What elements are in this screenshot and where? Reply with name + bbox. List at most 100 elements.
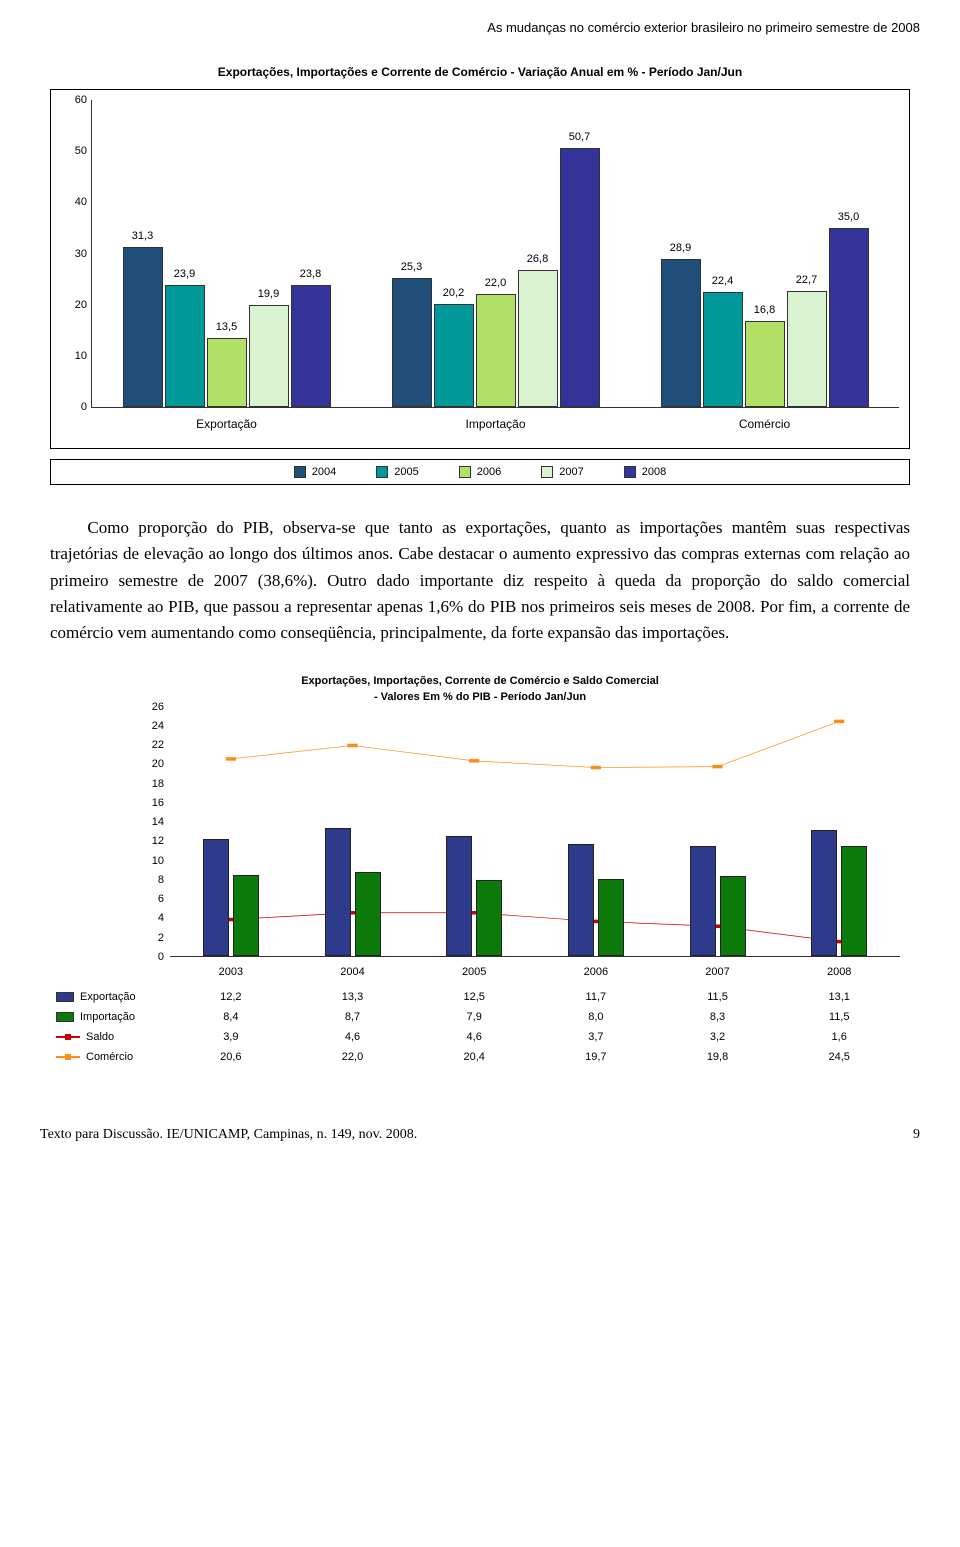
chart1-ytick: 0 xyxy=(62,401,87,413)
chart2-bar xyxy=(568,844,594,956)
chart1-bar-label: 16,8 xyxy=(754,304,775,316)
chart2-ytick: 18 xyxy=(142,778,164,790)
chart2-ytick: 22 xyxy=(142,739,164,751)
chart2-ytick: 14 xyxy=(142,816,164,828)
chart1-bar: 22,4 xyxy=(703,292,743,407)
legend-swatch xyxy=(294,466,306,478)
chart2-year-label: 2007 xyxy=(657,966,779,978)
chart2-table-row: Comércio 20,622,020,419,719,824,5 xyxy=(50,1047,900,1067)
chart2-cell: 20,6 xyxy=(170,1051,292,1063)
chart2-cell: 3,9 xyxy=(170,1031,292,1043)
chart2-bar xyxy=(203,839,229,956)
chart1-category-label: Importação xyxy=(361,417,630,431)
chart2-column: 2005 xyxy=(413,707,535,956)
chart1-bar-label: 23,9 xyxy=(174,268,195,280)
chart2-ytick: 20 xyxy=(142,758,164,770)
chart1-bar-label: 28,9 xyxy=(670,242,691,254)
chart2-bar xyxy=(325,828,351,955)
chart1-bar: 26,8 xyxy=(518,270,558,407)
chart2-ytick: 12 xyxy=(142,835,164,847)
chart1-category-label: Comércio xyxy=(630,417,899,431)
legend-label: 2004 xyxy=(312,466,336,478)
footer-citation: Texto para Discussão. IE/UNICAMP, Campin… xyxy=(40,1127,417,1143)
chart2-cell: 3,2 xyxy=(657,1031,779,1043)
chart2-cell: 20,4 xyxy=(413,1051,535,1063)
chart2-row-name: Exportação xyxy=(80,991,136,1003)
chart2-cell: 11,7 xyxy=(535,991,657,1003)
footer-page-number: 9 xyxy=(913,1127,920,1143)
legend-item: 2007 xyxy=(541,466,583,478)
chart1-bar: 13,5 xyxy=(207,338,247,407)
chart2-column: 2006 xyxy=(535,707,657,956)
chart2-row-label: Comércio xyxy=(50,1051,170,1063)
chart1-bar: 23,9 xyxy=(165,285,205,407)
chart2-ytick: 2 xyxy=(142,932,164,944)
chart2-bar xyxy=(355,872,381,955)
chart1-bar: 25,3 xyxy=(392,278,432,407)
chart2-cell: 24,5 xyxy=(778,1051,900,1063)
chart2-cell: 1,6 xyxy=(778,1031,900,1043)
chart1-bar-label: 20,2 xyxy=(443,287,464,299)
chart2-cell: 8,7 xyxy=(292,1011,414,1023)
chart2-cell: 22,0 xyxy=(292,1051,414,1063)
chart2-ytick: 8 xyxy=(142,874,164,886)
body-paragraph: Como proporção do PIB, observa-se que ta… xyxy=(50,515,910,647)
legend-swatch xyxy=(624,466,636,478)
chart1-bar-label: 19,9 xyxy=(258,288,279,300)
chart2-row-label: Saldo xyxy=(50,1031,170,1043)
chart2-bar xyxy=(720,876,746,955)
chart2-cell: 4,6 xyxy=(413,1031,535,1043)
chart2-row-name: Importação xyxy=(80,1011,135,1023)
chart2-cell: 19,7 xyxy=(535,1051,657,1063)
chart1-bar: 19,9 xyxy=(249,305,289,407)
chart2-columns: 200320042005200620072008 xyxy=(170,707,900,957)
chart1-legend: 2004 2005 2006 2007 2008 xyxy=(50,459,910,485)
legend-swatch xyxy=(459,466,471,478)
chart1-group: 25,320,222,026,850,7Importação xyxy=(361,100,630,407)
legend-label: 2007 xyxy=(559,466,583,478)
chart2-row-name: Comércio xyxy=(86,1051,133,1063)
chart1-bar-label: 35,0 xyxy=(838,211,859,223)
chart2-row-label: Importação xyxy=(50,1011,170,1023)
chart1-ytick: 30 xyxy=(62,248,87,260)
chart2-year-label: 2006 xyxy=(535,966,657,978)
chart1-bar-label: 31,3 xyxy=(132,230,153,242)
chart2-cell: 8,3 xyxy=(657,1011,779,1023)
chart2: 0246810121416182022242620032004200520062… xyxy=(50,707,910,1067)
chart2-ytick: 16 xyxy=(142,797,164,809)
chart2-bar xyxy=(690,846,716,956)
legend-swatch xyxy=(541,466,553,478)
chart2-column: 2007 xyxy=(657,707,779,956)
chart1-title: Exportações, Importações e Corrente de C… xyxy=(40,65,920,79)
page-footer: Texto para Discussão. IE/UNICAMP, Campin… xyxy=(40,1127,920,1143)
chart2-row-name: Saldo xyxy=(86,1031,114,1043)
legend-item: 2005 xyxy=(376,466,418,478)
chart2-table-row: Saldo3,94,64,63,73,21,6 xyxy=(50,1027,900,1047)
chart2-year-label: 2005 xyxy=(413,966,535,978)
chart2-year-label: 2003 xyxy=(170,966,292,978)
chart1: 010203040506031,323,913,519,923,8Exporta… xyxy=(50,89,910,449)
chart2-ytick: 26 xyxy=(142,701,164,713)
chart2-cell: 8,0 xyxy=(535,1011,657,1023)
chart2-cell: 12,2 xyxy=(170,991,292,1003)
legend-item: 2006 xyxy=(459,466,501,478)
chart2-cell: 3,7 xyxy=(535,1031,657,1043)
chart2-cell: 11,5 xyxy=(778,1011,900,1023)
legend-label: 2008 xyxy=(642,466,666,478)
chart2-cell: 11,5 xyxy=(657,991,779,1003)
chart1-ytick: 10 xyxy=(62,350,87,362)
chart2-ytick: 24 xyxy=(142,720,164,732)
chart2-ytick: 4 xyxy=(142,912,164,924)
legend-swatch xyxy=(56,1012,74,1022)
chart1-group: 28,922,416,822,735,0Comércio xyxy=(630,100,899,407)
chart1-bar: 20,2 xyxy=(434,304,474,407)
chart1-bar: 35,0 xyxy=(829,228,869,407)
chart2-ytick: 0 xyxy=(142,951,164,963)
chart1-bar-label: 13,5 xyxy=(216,321,237,333)
chart1-bar: 28,9 xyxy=(661,259,701,407)
chart1-group: 31,323,913,519,923,8Exportação xyxy=(92,100,361,407)
chart1-bar: 22,0 xyxy=(476,294,516,407)
chart2-cell: 19,8 xyxy=(657,1051,779,1063)
chart2-cell: 13,1 xyxy=(778,991,900,1003)
legend-line-swatch xyxy=(56,1031,80,1043)
